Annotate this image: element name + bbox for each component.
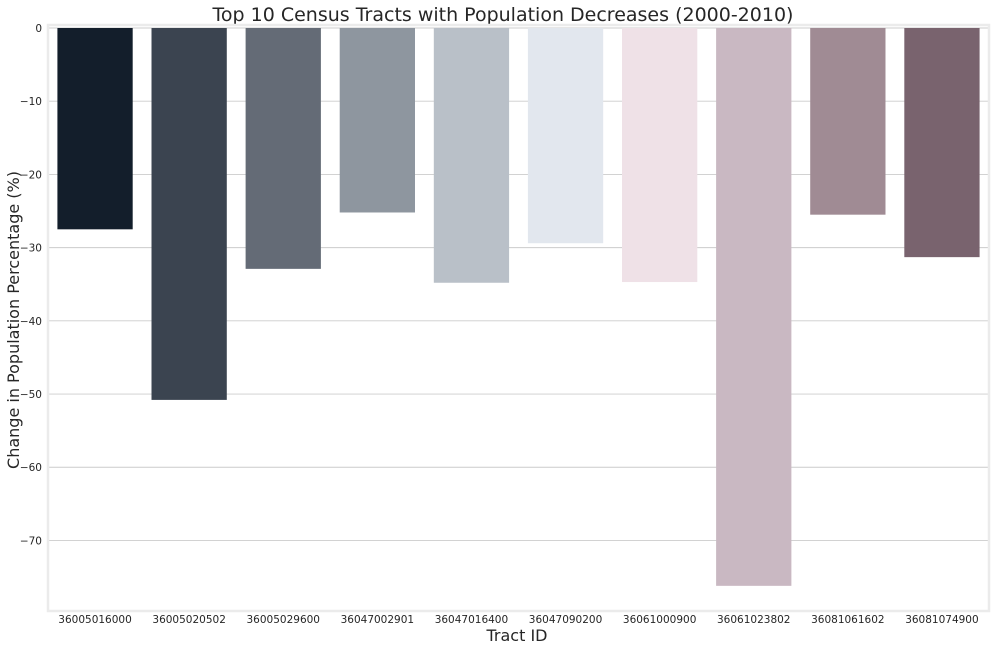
bar-36005020502 [151, 28, 227, 400]
x-axis-label: Tract ID [486, 626, 548, 645]
bars [57, 28, 980, 586]
bar-36047016400 [433, 28, 510, 283]
x-tick-label: 36081074900 [905, 614, 979, 626]
bar-36047002901 [339, 28, 415, 213]
x-tick-label: 36047002901 [341, 614, 415, 626]
x-tick-label: 36047090200 [529, 614, 603, 626]
y-tick-label: −70 [20, 535, 42, 547]
bar-36061000900 [622, 28, 698, 283]
y-tick-label: −50 [20, 389, 42, 401]
y-axis-ticks: 0 −10 −20 −30 −40 −50 −60 −70 [20, 23, 42, 547]
bar-36047090200 [527, 28, 604, 244]
x-tick-label: 36005016000 [58, 614, 132, 626]
bar-36081074900 [904, 28, 980, 258]
plot-frame [46, 23, 991, 613]
y-axis-label: Change in Population Percentage (%) [4, 171, 23, 469]
bar-36005016000 [57, 28, 133, 230]
y-tick-label: 0 [35, 23, 42, 35]
x-tick-label: 36081061602 [811, 614, 885, 626]
bar-36081061602 [810, 28, 886, 215]
x-tick-label: 36047016400 [435, 614, 509, 626]
x-tick-label: 36061023802 [717, 614, 791, 626]
chart-title: Top 10 Census Tracts with Population Dec… [212, 4, 794, 26]
y-tick-label: −30 [20, 243, 42, 255]
x-tick-label: 36061000900 [623, 614, 697, 626]
bar-36005029600 [245, 28, 321, 269]
x-tick-label: 36005029600 [247, 614, 321, 626]
bar-36061023802 [716, 28, 792, 586]
y-tick-label: −60 [20, 462, 42, 474]
y-tick-label: −20 [20, 169, 42, 181]
y-tick-label: −40 [20, 316, 42, 328]
y-tick-label: −10 [20, 96, 42, 108]
x-axis-ticks: 36005016000 36005020502 36005029600 3604700… [58, 614, 978, 626]
x-tick-label: 36005020502 [152, 614, 226, 626]
